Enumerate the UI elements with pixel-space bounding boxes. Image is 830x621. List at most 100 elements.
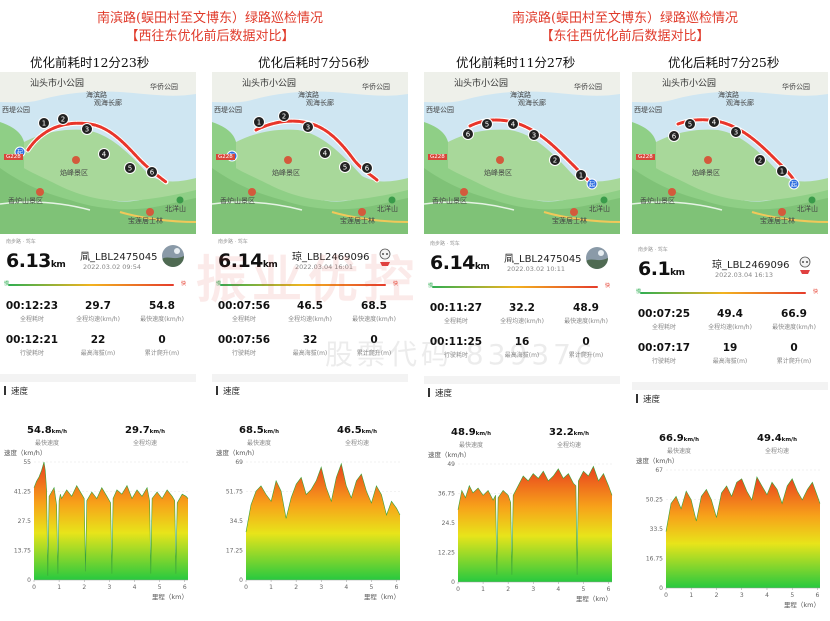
stat-moving-time: 00:07:17 行驶耗时 [634,342,694,365]
stat-value: 00:11:25 [429,336,483,348]
x-tick-label: 4 [133,584,137,591]
summary-unit: km/h [149,429,165,435]
speed-line [665,476,821,532]
x-tick-label: 2 [294,584,298,591]
speed-section-title: 速度 [11,387,29,397]
stat-label: 全程均速(km/h) [500,318,544,325]
y-tick-label: 0 [27,577,31,584]
x-tick-label: 4 [556,586,560,593]
map-label-xidi-park: 西堤公园 [634,106,662,114]
svg-text:4: 4 [102,151,107,159]
activity-type: 南步路 · 驾车 [6,239,36,245]
summary-number: 32.2 [548,427,574,438]
distance-value: 6.14km [218,250,278,272]
y-tick-label: 50.25 [646,497,663,504]
route-marker: 6 [361,162,373,174]
stat-value: 00:07:56 [217,300,271,312]
route-marker: 5 [124,162,136,174]
speed-chart[interactable]: 速度（km/h） 0 16.75 33.5 50.25 67 0 1 2 3 4 5 6 里程（km） [632,456,828,621]
avatar[interactable] [374,245,396,267]
svg-text:3: 3 [734,129,738,137]
poi-pin-icon [146,208,154,216]
activity-type: 南步路 · 驾车 [218,239,248,245]
speed-chart[interactable]: 速度（km/h） 0 12.25 24.5 36.75 49 0 1 2 3 4 5 6 里程（km） [424,450,620,620]
summary-max-speed: 48.9km/h 最快速度 [436,420,506,449]
avatar-icon [162,245,184,267]
username: 凬_LBL2475045 [80,252,158,263]
stat-label: 累计爬升(m) [356,350,392,357]
hr-fast-label: 快 [180,281,186,287]
stat-total-time: 00:07:56 全程耗时 [214,300,274,323]
route-map-svg: 1 2 3 4 5 6 起 [0,72,196,234]
stat-label: 最高海拔(m) [504,352,540,359]
stat-total-time: 00:07:25 全程耗时 [634,308,694,331]
map-label-xidi-park: 西堤公园 [214,106,242,114]
map-label-xianglu: 香炉山景区 [432,197,467,205]
x-tick-label: 3 [107,584,111,591]
map-label-xianglu: 香炉山景区 [220,197,255,205]
route-marker: 2 [278,110,290,122]
speed-chart[interactable]: 速度（km/h） 0 13.75 27.5 41.25 55 0 1 2 3 4 5 6 里程（km） [0,448,196,618]
avatar-icon [374,245,396,267]
svg-text:2: 2 [758,157,762,165]
speed-gradient-bar [220,284,386,286]
speed-line [245,462,401,533]
avatar[interactable] [794,253,816,275]
stat-avg-speed: 32.2 全程均速(km/h) [492,302,552,325]
map-label-beiyangshan: 北洋山 [797,205,818,213]
svg-text:5: 5 [688,121,692,129]
poi-pin-icon [778,208,786,216]
avatar[interactable] [162,245,184,267]
route-marker: 6 [668,130,680,142]
x-axis-label: 里程（km） [152,592,188,601]
x-tick-label: 3 [531,586,535,593]
x-tick-label: 3 [740,592,744,599]
stat-label: 最快速度(km/h) [564,318,608,325]
route-marker: 6 [462,128,474,140]
x-tick-label: 2 [506,586,510,593]
map-label-harbor-road: 海滨路 [510,91,531,99]
svg-text:1: 1 [257,119,261,127]
avatar[interactable] [586,247,608,269]
route-marker: 4 [98,148,110,160]
summary-number: 49.4 [756,433,782,444]
map-label-harbor-road: 海滨路 [298,91,319,99]
section-divider [632,382,828,390]
map-label-queshi: 焰峰景区 [484,169,512,177]
username: 琼_LBL2469096 [712,260,790,271]
summary-avg-speed: 29.7km/h 全程均速 [110,418,180,447]
speed-chart-svg: 速度（km/h） 0 17.25 34.5 51.75 69 0 1 2 3 4 5 6里程（km） [216,448,401,601]
poi-pin-icon [496,156,504,164]
group-title-text: 南滨路(蜈田村至文博东）绿路巡检情况 [96,11,324,26]
speed-gradient-bar [640,292,806,294]
summary-label: 最快速度 [666,448,691,455]
speed-chart[interactable]: 速度（km/h） 0 17.25 34.5 51.75 69 0 1 2 3 4 5 6 里程（km） [212,448,408,618]
map-label-xianglu: 香炉山景区 [640,197,675,205]
stat-value: 00:07:25 [637,308,691,320]
x-tick-label: 2 [82,584,86,591]
speed-chart-svg: 速度（km/h） 0 13.75 27.5 41.25 55 0 1 2 3 4 5 6里程（km） [4,448,189,601]
route-marker: 5 [684,118,696,130]
stat-value: 19 [722,342,738,354]
map-label-city-park: 汕头市小公园 [662,79,717,89]
y-tick-label: 16.75 [646,556,663,563]
stat-label: 全程均速(km/h) [708,324,752,331]
summary-value: 54.8km/h [27,425,67,436]
stat-value: 32 [302,334,318,346]
stat-total-climb: 0 累计爬升(m) [764,342,824,365]
stat-value: 00:12:23 [5,300,59,312]
summary-value: 48.9km/h [451,427,491,438]
map-label-road-code: G228 [636,154,655,160]
y-tick-label: 34.5 [230,518,244,525]
panel-caption: 优化前耗时12分23秒 [30,55,150,70]
hr-slow-label: 慢 [216,281,222,287]
x-tick-label: 1 [481,586,485,593]
activity-datetime: 2022.03.02 09:54 [83,263,142,271]
summary-value: 68.5km/h [239,425,279,436]
stat-value: 00:07:56 [217,334,271,346]
stat-moving-time: 00:11:25 行驶耗时 [426,336,486,359]
